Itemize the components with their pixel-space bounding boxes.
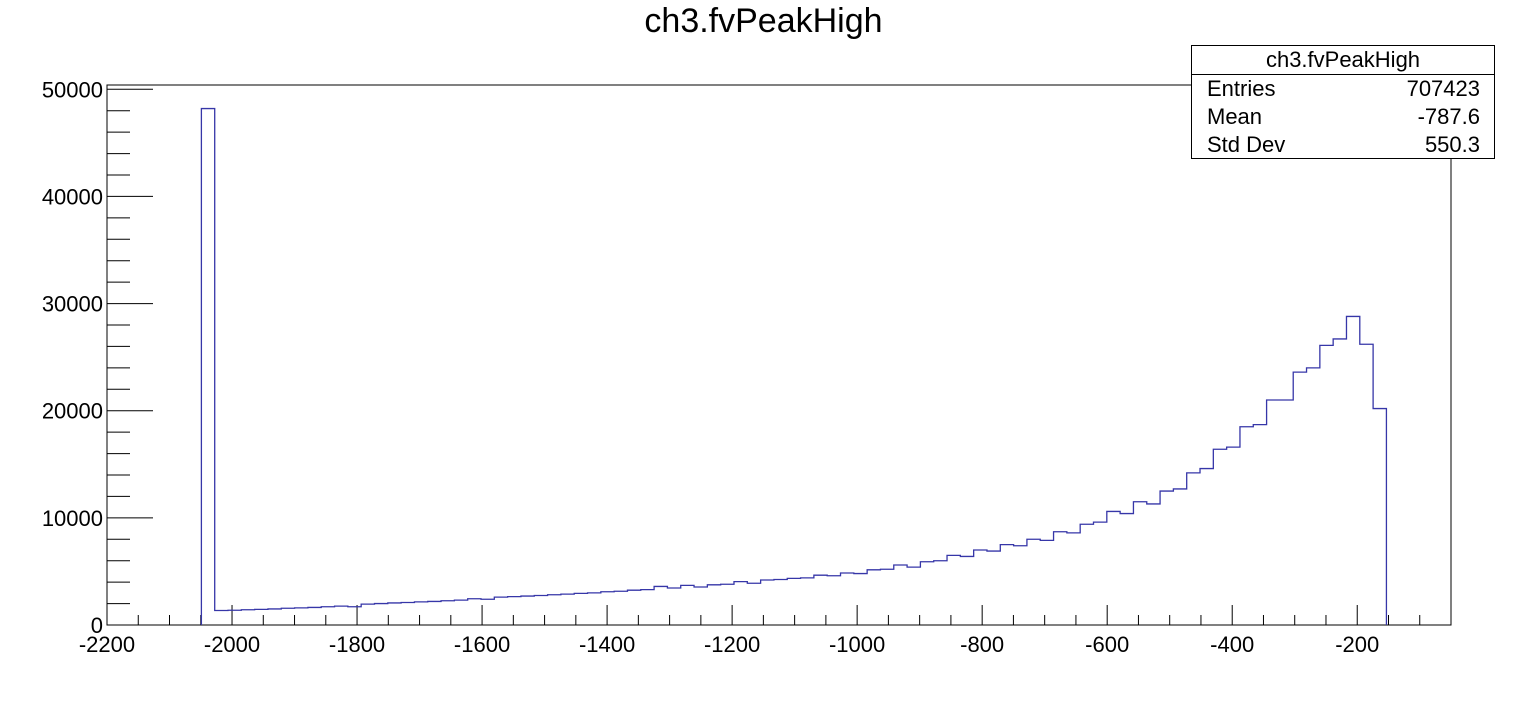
stats-value: 550.3: [1424, 132, 1480, 157]
stats-title: ch3.fvPeakHigh: [1192, 46, 1494, 75]
chart-title: ch3.fvPeakHigh: [644, 2, 883, 40]
stats-box: ch3.fvPeakHigh Entries 707423 Mean -787.…: [1191, 45, 1495, 159]
x-tick-label: -1000: [829, 632, 885, 657]
y-tick-label: 50000: [42, 77, 103, 102]
x-tick-label: -2000: [204, 632, 260, 657]
y-tick-label: 30000: [42, 292, 103, 317]
x-tick-label: -800: [960, 632, 1004, 657]
stats-label: Mean: [1207, 104, 1263, 129]
plot-frame: [106, 84, 1452, 626]
x-tick-label: -200: [1335, 632, 1379, 657]
x-tick-label: -1600: [454, 632, 510, 657]
stats-row-stddev: Std Dev 550.3: [1192, 131, 1494, 159]
x-tick-label: -1200: [704, 632, 760, 657]
stats-label: Std Dev: [1207, 132, 1286, 157]
y-tick-label: 20000: [42, 399, 103, 424]
y-axis: 0 10000 20000 30000 40000 50000: [42, 77, 153, 638]
x-tick-label: -1400: [579, 632, 635, 657]
y-tick-label: 0: [91, 613, 103, 638]
x-tick-label: -1800: [329, 632, 385, 657]
y-tick-label: 10000: [42, 506, 103, 531]
stats-row-entries: Entries 707423: [1192, 75, 1494, 103]
x-tick-label: -400: [1210, 632, 1254, 657]
x-tick-label: -2200: [79, 632, 135, 657]
stats-value: 707423: [1406, 76, 1480, 101]
x-tick-label: -600: [1085, 632, 1129, 657]
histogram-line: [200, 107, 1388, 625]
stats-value: -787.6: [1417, 104, 1480, 129]
y-tick-label: 40000: [42, 184, 103, 209]
stats-row-mean: Mean -787.6: [1192, 103, 1494, 131]
x-axis: -2200 -2000 -1800 -1600 -1400 -1200 -1000 -800-…: [79, 605, 1452, 657]
stats-label: Entries: [1207, 76, 1276, 101]
